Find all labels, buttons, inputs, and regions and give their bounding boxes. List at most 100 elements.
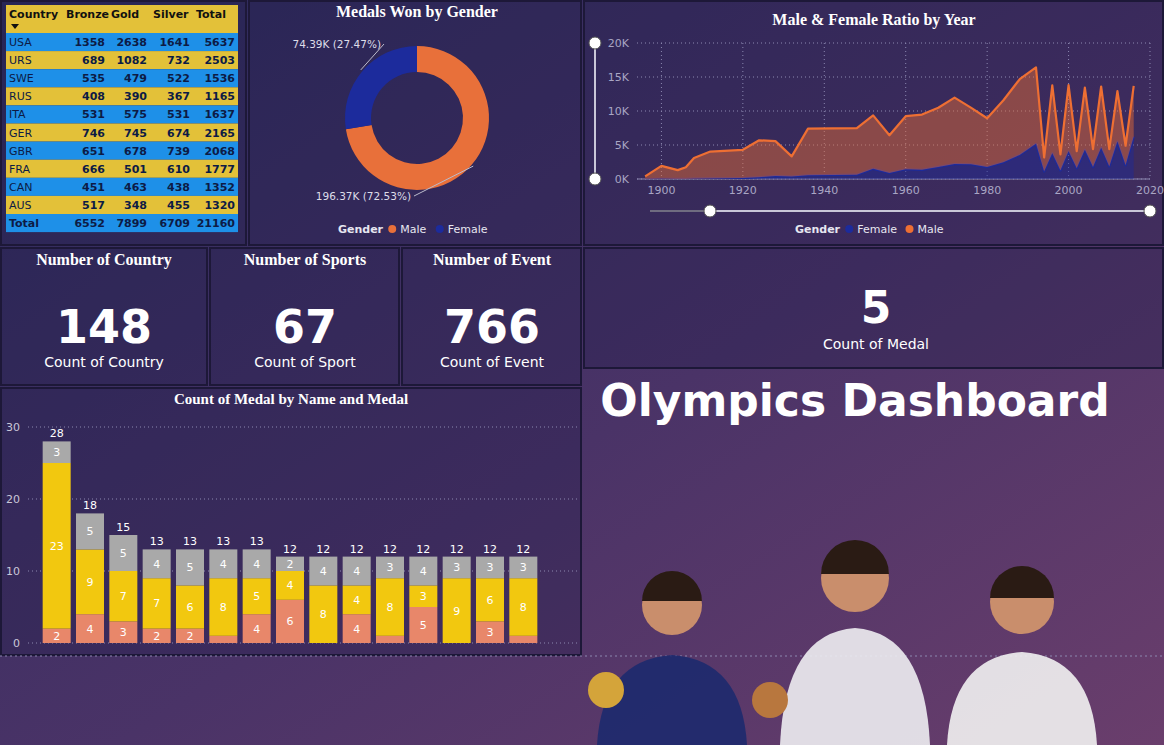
bar-segment — [76, 513, 104, 549]
bar-segment — [343, 557, 371, 586]
bar-segment — [276, 600, 304, 643]
chart-title: Count of Medal by Name and Medal — [174, 391, 408, 407]
slider-track[interactable] — [650, 210, 1150, 212]
table-cell: 522 — [167, 72, 190, 85]
legend-swatch — [388, 225, 396, 233]
slider-range[interactable] — [710, 210, 1150, 212]
data-label: 3 — [520, 561, 527, 574]
bar-segment — [409, 585, 437, 607]
table-cell: 531 — [167, 108, 190, 121]
panel — [402, 248, 581, 385]
data-label: 5 — [420, 619, 427, 632]
card-value: 766 — [444, 300, 540, 354]
area-line — [645, 67, 1134, 176]
card-value: 67 — [273, 300, 337, 354]
table-cell: 348 — [124, 199, 147, 212]
total-label: 13 — [150, 535, 164, 548]
bar-segment — [276, 557, 304, 571]
sort-arrow[interactable] — [11, 24, 19, 29]
data-label: 3 — [453, 561, 460, 574]
bar-segment — [276, 571, 304, 600]
table-row — [6, 214, 238, 232]
total-label: 12 — [483, 543, 497, 556]
data-label: 3 — [53, 446, 60, 459]
table-row — [6, 124, 238, 142]
plot-area — [43, 441, 538, 643]
tick-label: 1960 — [892, 184, 920, 197]
table-cell: 739 — [167, 145, 190, 158]
grid-line — [1150, 43, 1151, 179]
panel — [1, 388, 581, 655]
tick-label: 15K — [608, 71, 630, 84]
table-cell: 689 — [82, 54, 105, 67]
photo-figure — [947, 652, 1097, 745]
total-label: 12 — [316, 543, 330, 556]
tick-label: 5K — [615, 139, 630, 152]
table-cell: 408 — [82, 90, 105, 103]
slice — [345, 46, 417, 129]
data-label: 4 — [253, 558, 260, 571]
bar-segment — [509, 557, 537, 579]
bar-segment — [76, 614, 104, 643]
grid-line — [661, 43, 662, 179]
dashboard-title: Olympics Dashboard — [600, 375, 1110, 426]
data-label: 6 — [487, 594, 494, 607]
data-label: 2 — [153, 630, 160, 643]
table-cell: ITA — [9, 108, 26, 121]
table-row — [6, 105, 238, 123]
tick-label: 0K — [615, 173, 630, 186]
panel — [1, 1, 246, 245]
table-row — [6, 69, 238, 87]
bar-segment — [443, 578, 471, 643]
photo-figure — [821, 540, 889, 574]
chart-title: Male & Female Ratio by Year — [772, 11, 975, 29]
bar-segment — [409, 607, 437, 643]
card-title: Number of Event — [433, 251, 552, 268]
table-cell: 651 — [82, 145, 105, 158]
tick-label: 10K — [608, 105, 630, 118]
panel — [584, 1, 1163, 245]
data-label: 2 — [187, 630, 194, 643]
table-cell: 610 — [167, 163, 190, 176]
bar-segment — [143, 578, 171, 628]
table-cell: 5637 — [204, 36, 235, 49]
table-row — [6, 196, 238, 214]
tick-label: 20K — [608, 37, 630, 50]
table-cell: 2068 — [204, 145, 235, 158]
background — [0, 0, 1164, 745]
table-cell: 463 — [124, 181, 147, 194]
tick-label: 10 — [6, 565, 20, 578]
column-header: Total — [196, 8, 226, 21]
slider-track[interactable] — [594, 43, 596, 179]
table-cell: AUS — [9, 199, 32, 212]
slider-handle[interactable] — [589, 173, 601, 185]
data-label: 6 — [187, 601, 194, 614]
slider-handle[interactable] — [704, 205, 716, 217]
data-label: 4 — [420, 565, 427, 578]
tick-label: 2020 — [1136, 184, 1164, 197]
tick-label: 30 — [6, 421, 20, 434]
bar-segment — [76, 549, 104, 614]
grid-line — [637, 111, 1150, 112]
slider-handle[interactable] — [1144, 205, 1156, 217]
data-label: 23 — [50, 540, 64, 553]
card-title: Number of Country — [36, 251, 172, 269]
divider — [0, 656, 1164, 657]
bar-segment — [376, 578, 404, 636]
table-cell: 1637 — [204, 108, 235, 121]
table-cell: 535 — [82, 72, 105, 85]
bar-segment — [343, 585, 371, 614]
data-label: 2 — [287, 558, 294, 571]
bar-segment — [509, 578, 537, 636]
table-cell: 438 — [167, 181, 190, 194]
data-label: 9 — [87, 576, 94, 589]
legend-entry: Male — [918, 223, 944, 236]
photo-figure — [780, 628, 930, 745]
total-label: 12 — [516, 543, 530, 556]
bar-segment — [409, 557, 437, 586]
grid-line — [637, 43, 1150, 44]
slider-handle[interactable] — [589, 37, 601, 49]
table-cell: 455 — [167, 199, 190, 212]
bar-segment — [309, 585, 337, 643]
table-row — [6, 33, 238, 51]
